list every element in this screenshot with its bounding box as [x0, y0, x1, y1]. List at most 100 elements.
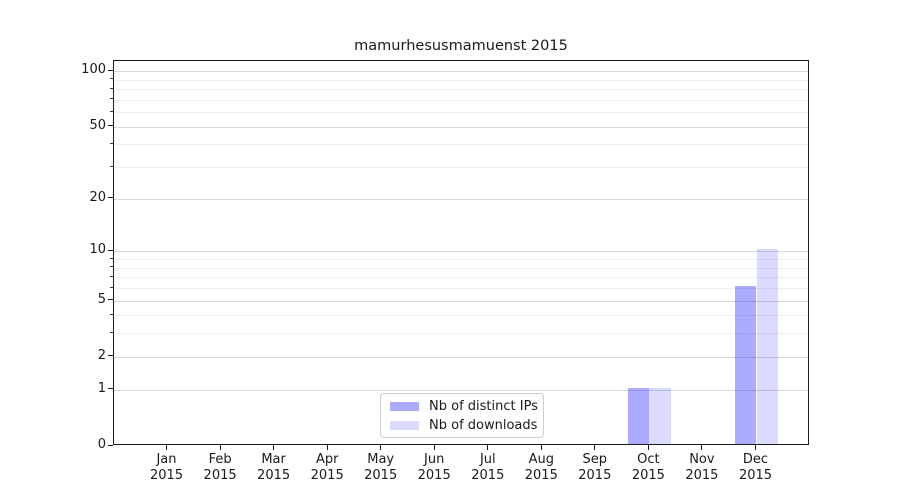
x-tick-month: Mar: [261, 452, 286, 467]
y-tick-label: 1: [97, 380, 106, 396]
x-tick-mark: [166, 445, 167, 450]
y-tick-label: 50: [89, 117, 106, 133]
major-gridline: [114, 300, 808, 302]
x-tick-month: Feb: [208, 452, 232, 467]
x-tick-month: Jun: [424, 452, 445, 467]
bar-dec-distinct-ips: [735, 286, 757, 444]
y-tick-label: 0: [97, 437, 106, 452]
y-minor-tick-mark: [110, 331, 113, 333]
y-minor-tick-mark: [110, 275, 113, 277]
x-tick-label: Oct 2015: [621, 452, 675, 484]
legend-swatch-downloads-icon: [390, 420, 419, 430]
x-tick-month: Aug: [528, 452, 554, 467]
y-minor-tick-mark: [110, 286, 113, 288]
y-tick-mark: [108, 444, 113, 446]
x-tick-mark: [326, 445, 328, 450]
y-minor-tick-mark: [110, 142, 113, 144]
major-gridline: [114, 251, 808, 253]
minor-gridline: [114, 267, 808, 269]
minor-gridline: [114, 288, 808, 289]
x-tick-label: Jul 2015: [461, 452, 515, 484]
x-tick-year: 2015: [578, 468, 612, 483]
plot-layers: [114, 61, 808, 444]
major-gridline: [114, 389, 808, 391]
y-tick-mark: [108, 388, 113, 390]
legend: Nb of distinct IPs Nb of downloads: [380, 393, 544, 438]
x-tick-month: Sep: [582, 452, 608, 467]
y-tick-mark: [108, 249, 113, 251]
chart-title: mamurhesusmamuenst 2015: [354, 38, 568, 54]
legend-item-downloads: Nb of downloads: [390, 417, 538, 433]
minor-gridline: [114, 99, 808, 101]
x-tick-month: Oct: [637, 452, 660, 467]
x-tick-label: Nov 2015: [675, 452, 729, 484]
minor-gridline: [114, 89, 808, 91]
major-gridline: [114, 126, 808, 128]
y-tick-label: 100: [81, 62, 106, 78]
y-tick-mark: [108, 299, 113, 300]
x-tick-year: 2015: [685, 468, 719, 483]
y-tick-label: 5: [97, 291, 106, 307]
x-tick-mark: [380, 445, 382, 450]
major-gridline: [114, 198, 808, 200]
x-tick-mark: [594, 445, 596, 450]
x-tick-month: May: [367, 452, 395, 467]
minor-gridline: [114, 79, 808, 81]
x-tick-label: Jan 2015: [140, 452, 194, 484]
y-minor-tick-mark: [110, 110, 113, 112]
x-tick-mark: [273, 445, 275, 450]
y-minor-tick-mark: [110, 98, 113, 100]
x-tick-mark: [540, 445, 542, 450]
minor-gridline: [114, 112, 808, 114]
y-minor-tick-mark: [110, 87, 113, 89]
x-tick-year: 2015: [471, 468, 505, 483]
x-tick-year: 2015: [738, 468, 773, 483]
minor-gridline: [114, 333, 808, 335]
x-tick-year: 2015: [257, 468, 291, 483]
x-tick-month: Jan: [156, 452, 177, 467]
x-tick-mark: [487, 445, 489, 450]
x-tick-month: Jul: [479, 452, 496, 467]
x-tick-label: May 2015: [354, 452, 408, 484]
x-tick-mark: [219, 445, 221, 450]
legend-item-distinct-ips: Nb of distinct IPs: [390, 399, 538, 414]
x-tick-mark: [755, 445, 756, 450]
x-tick-mark: [433, 445, 435, 450]
major-gridline: [114, 71, 808, 73]
minor-gridline: [114, 259, 808, 260]
legend-label-downloads: Nb of downloads: [429, 417, 538, 433]
x-tick-year: 2015: [364, 468, 398, 483]
bar-dec-downloads: [756, 249, 778, 444]
x-tick-year: 2015: [203, 468, 237, 483]
x-tick-label: Jun 2015: [407, 452, 461, 484]
y-tick-mark: [108, 197, 113, 199]
bar-oct-downloads: [649, 387, 671, 444]
x-tick-label: Sep 2015: [568, 452, 622, 484]
y-tick-mark: [108, 355, 113, 357]
y-tick-mark: [108, 69, 113, 71]
major-gridline: [114, 356, 808, 358]
x-tick-label: Mar 2015: [247, 452, 301, 484]
x-tick-month: Nov: [689, 452, 715, 467]
plot-area: Nb of distinct IPs Nb of downloads: [113, 60, 809, 445]
bar-oct-distinct-ips: [628, 387, 650, 444]
minor-gridline: [114, 277, 808, 279]
minor-gridline: [114, 315, 808, 317]
x-tick-label: Feb 2015: [193, 452, 247, 484]
legend-label-distinct-ips: Nb of distinct IPs: [429, 398, 538, 414]
y-tick-label: 10: [89, 242, 106, 258]
minor-gridline: [114, 144, 808, 146]
x-tick-label: Aug 2015: [514, 452, 568, 484]
x-tick-year: 2015: [631, 468, 665, 483]
x-tick-mark: [701, 445, 703, 450]
x-tick-month: Apr: [315, 452, 339, 467]
y-minor-tick-mark: [110, 165, 113, 167]
y-tick-label: 20: [89, 189, 106, 205]
y-minor-tick-mark: [110, 78, 113, 80]
x-tick-year: 2015: [149, 468, 184, 483]
minor-gridline: [114, 167, 808, 169]
x-tick-year: 2015: [524, 468, 558, 483]
y-minor-tick-mark: [110, 266, 113, 268]
x-tick-mark: [647, 445, 649, 450]
